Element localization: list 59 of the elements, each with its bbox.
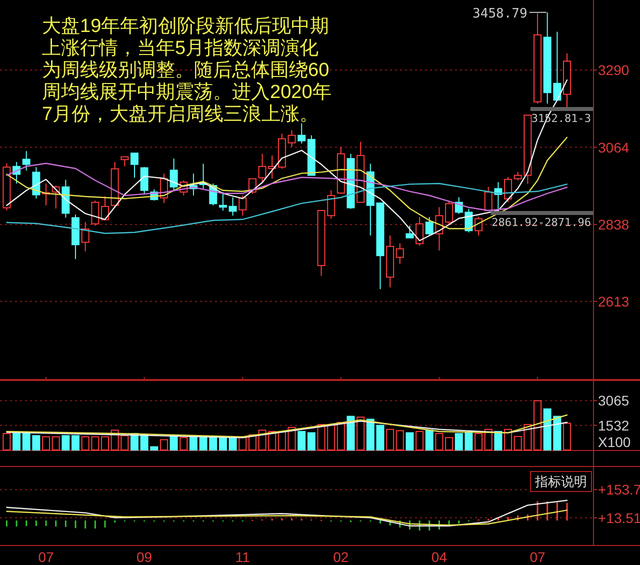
bar xyxy=(534,400,542,450)
bar xyxy=(170,436,178,450)
bar xyxy=(52,436,60,450)
bar xyxy=(346,416,355,450)
line-series xyxy=(6,500,568,526)
annotation: 指标说明 xyxy=(534,474,587,489)
y-tick-label: 2613 xyxy=(598,293,630,310)
line-series xyxy=(6,162,568,212)
x-tick-label: 11 xyxy=(235,549,250,565)
text: 大盘19年年初创阶段新低后现中期上涨行情，当年5月指数深调演化为周线级别调整。随后总体围绕60周均线展开中期震荡。进入2020年7月份，大盘开启周线三浪上涨。 xyxy=(42,16,332,126)
annotation: 3458.79 xyxy=(472,6,528,22)
bar xyxy=(425,430,434,450)
x-tick-label: 02 xyxy=(333,549,349,565)
bar xyxy=(2,433,11,450)
bar xyxy=(416,430,424,450)
bar xyxy=(180,437,188,450)
bar xyxy=(445,437,454,450)
bar xyxy=(62,435,70,450)
bar xyxy=(298,430,306,450)
bar xyxy=(238,437,247,450)
y-tick-label: 3290 xyxy=(598,62,630,78)
bar xyxy=(72,435,80,450)
y-tick-label: 1532 xyxy=(598,417,630,434)
candlestick xyxy=(563,52,572,108)
annotation: 2861.92-2871.96 xyxy=(492,216,591,229)
y-tick-label: 3065 xyxy=(598,392,630,409)
bar xyxy=(336,422,345,450)
bar xyxy=(386,428,394,450)
bar xyxy=(435,433,444,450)
bar xyxy=(474,433,483,450)
bar xyxy=(218,437,227,450)
bar xyxy=(504,428,512,450)
line-series xyxy=(6,414,568,438)
x-tick-label: 07 xyxy=(530,549,546,565)
bar xyxy=(494,430,502,450)
bar xyxy=(406,432,414,450)
x-tick-label: 04 xyxy=(431,549,448,565)
candlestick xyxy=(386,234,394,288)
bar xyxy=(484,428,492,450)
bar xyxy=(228,437,237,450)
bar xyxy=(396,430,404,450)
y-tick-label: 3064 xyxy=(598,139,630,156)
bar xyxy=(307,432,316,450)
line-series xyxy=(6,510,568,526)
x-tick-label: 07 xyxy=(38,549,54,565)
line-series xyxy=(6,420,568,438)
bar xyxy=(160,439,168,450)
bar xyxy=(288,426,296,450)
bar xyxy=(563,422,572,450)
y-tick-label: 2838 xyxy=(598,216,630,233)
bar xyxy=(42,436,50,450)
bar xyxy=(356,416,365,450)
candlestick xyxy=(396,242,404,264)
x-tick-label: 09 xyxy=(136,549,152,565)
text: X100 xyxy=(598,434,631,450)
bar xyxy=(101,436,109,450)
bar xyxy=(12,432,21,450)
bar xyxy=(278,430,286,450)
bar xyxy=(189,436,198,450)
